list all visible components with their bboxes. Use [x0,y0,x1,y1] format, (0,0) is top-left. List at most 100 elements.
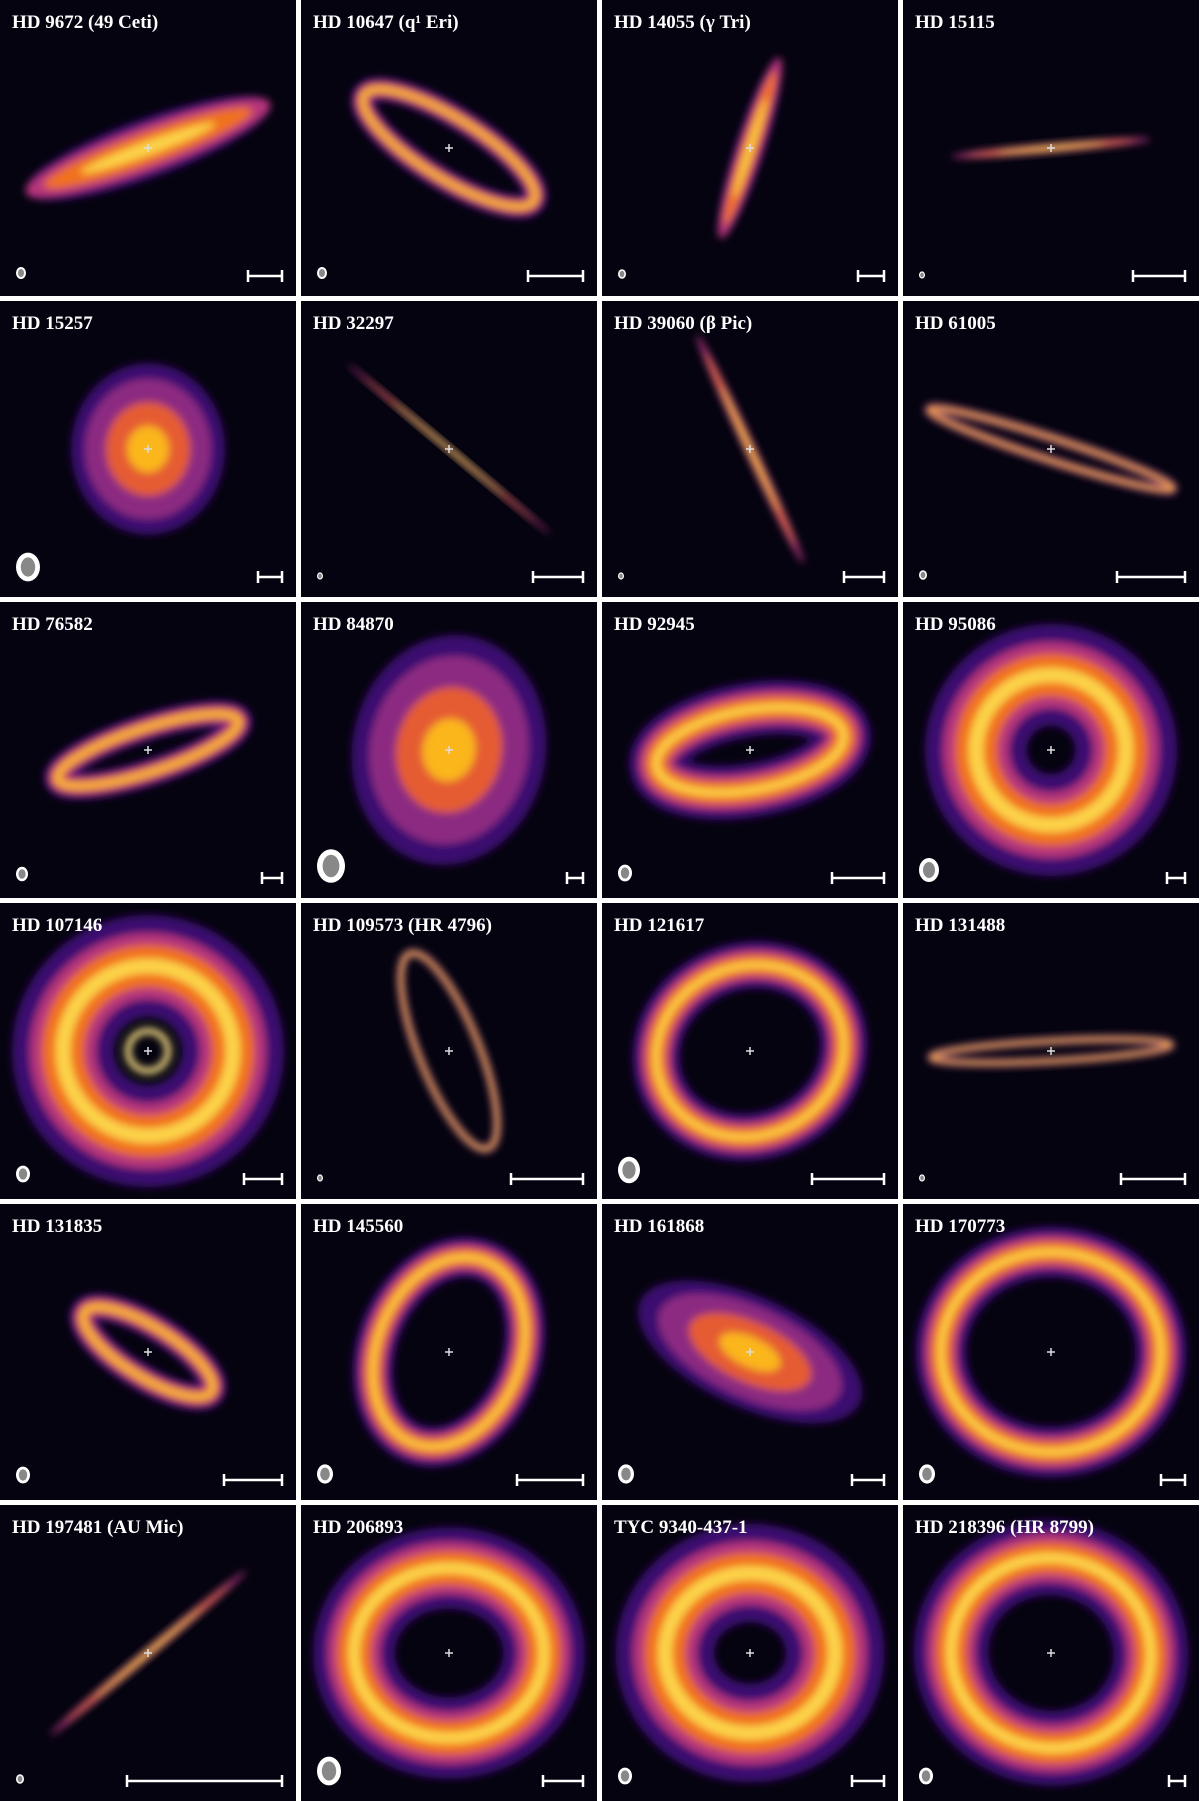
beam [17,1775,23,1783]
image-panel: HD 170773 [903,1204,1199,1500]
scale-bar [850,1474,886,1486]
star-marker [1047,445,1055,453]
image-panel: HD 76582 [0,602,296,898]
image-panel: HD 121617 [602,903,898,1199]
star-marker [445,1649,453,1657]
disk-ring [657,1565,843,1741]
star-marker [144,445,152,453]
disk-ring [652,703,848,797]
panel-title: HD 218396 (HR 8799) [915,1517,1094,1538]
disk [615,1523,885,1783]
beam [620,867,630,879]
star-marker [746,445,754,453]
star-marker [445,1047,453,1055]
star-marker [746,1649,754,1657]
disk [43,700,253,800]
scale-bar [526,270,585,282]
panel-title: HD 76582 [12,614,93,635]
beam [18,869,26,879]
panel-title: HD 9672 (49 Ceti) [12,12,158,33]
scale-bar [242,1173,284,1185]
image-panel: HD 14055 (γ Tri) [602,0,898,296]
beam [619,270,625,278]
star-marker [1047,1348,1055,1356]
star-marker [144,144,152,152]
scale-bar [1167,1775,1187,1787]
image-panel: HD 161868 [602,1204,898,1500]
panel-title: HD 170773 [915,1216,1005,1237]
beam [923,862,935,878]
disk [313,1527,585,1779]
beam [322,854,340,878]
scale-bar [1131,270,1187,282]
image-panel: HD 109573 (HR 4796) [301,903,597,1199]
star-marker [1047,1649,1055,1657]
image-panel: HD 197481 (AU Mic) [0,1505,296,1801]
beam [319,269,325,277]
disk-ring [55,711,241,789]
star-marker [1047,1047,1055,1055]
image-panel: HD 218396 (HR 8799) [903,1505,1199,1801]
star-marker [746,746,754,754]
image-panel: HD 9672 (49 Ceti) [0,0,296,296]
disk [628,680,872,820]
scale-bar [856,270,886,282]
scale-bar [509,1173,585,1185]
panel-title: HD 197481 (AU Mic) [12,1517,184,1538]
disk-ring [360,87,538,209]
disk [350,77,548,219]
inner-ring [125,1028,171,1074]
disk-ring [81,1304,215,1400]
image-panel: HD 10647 (q¹ Eri) [301,0,597,296]
scale-bar [260,872,284,884]
disk [926,1034,1176,1068]
scale-bar [830,872,886,884]
star-marker [445,144,453,152]
scale-bar [565,872,585,884]
scale-bar [256,571,284,583]
image-panel: HD 131488 [903,903,1199,1199]
image-panel: HD 32297 [301,301,597,597]
star-marker [144,1047,152,1055]
beam [920,1175,924,1181]
star-marker [746,1047,754,1055]
disk-ring [369,1254,529,1450]
image-panel: HD 107146 [0,903,296,1199]
scale-bar [222,1474,284,1486]
image-panel: HD 84870 [301,602,597,898]
disk-ring [945,1552,1157,1754]
beam [18,269,24,277]
disk [925,624,1177,876]
panel-title: HD 14055 (γ Tri) [614,12,751,33]
image-panel: HD 131835 [0,1204,296,1500]
panel-title: HD 109573 (HR 4796) [313,915,492,936]
panel-title: HD 131835 [12,1216,102,1237]
star-marker [1047,746,1055,754]
star-marker [445,1348,453,1356]
scale-bar [531,571,585,583]
panel-title: HD 121617 [614,915,705,936]
beam [318,573,322,579]
star-marker [746,144,754,152]
beam [321,1761,337,1781]
beam [318,1175,322,1181]
image-panel: HD 206893 [301,1505,597,1801]
star-marker [144,1348,152,1356]
star-marker [144,746,152,754]
panel-title: TYC 9340-437-1 [614,1517,748,1538]
beam [619,573,623,579]
disk-ring [928,407,1174,491]
image-panel: HD 92945 [602,602,898,898]
disk [924,402,1178,496]
panel-title: HD 15115 [915,12,995,33]
disk-ring [55,958,241,1144]
scale-bar [810,1173,886,1185]
image-panel: TYC 9340-437-1 [602,1505,898,1801]
panel-title: HD 92945 [614,614,695,635]
disk [632,940,868,1162]
disk-ring [968,667,1134,833]
beam [621,1467,631,1481]
scale-bar [1159,1474,1187,1486]
scale-bar [125,1775,284,1787]
